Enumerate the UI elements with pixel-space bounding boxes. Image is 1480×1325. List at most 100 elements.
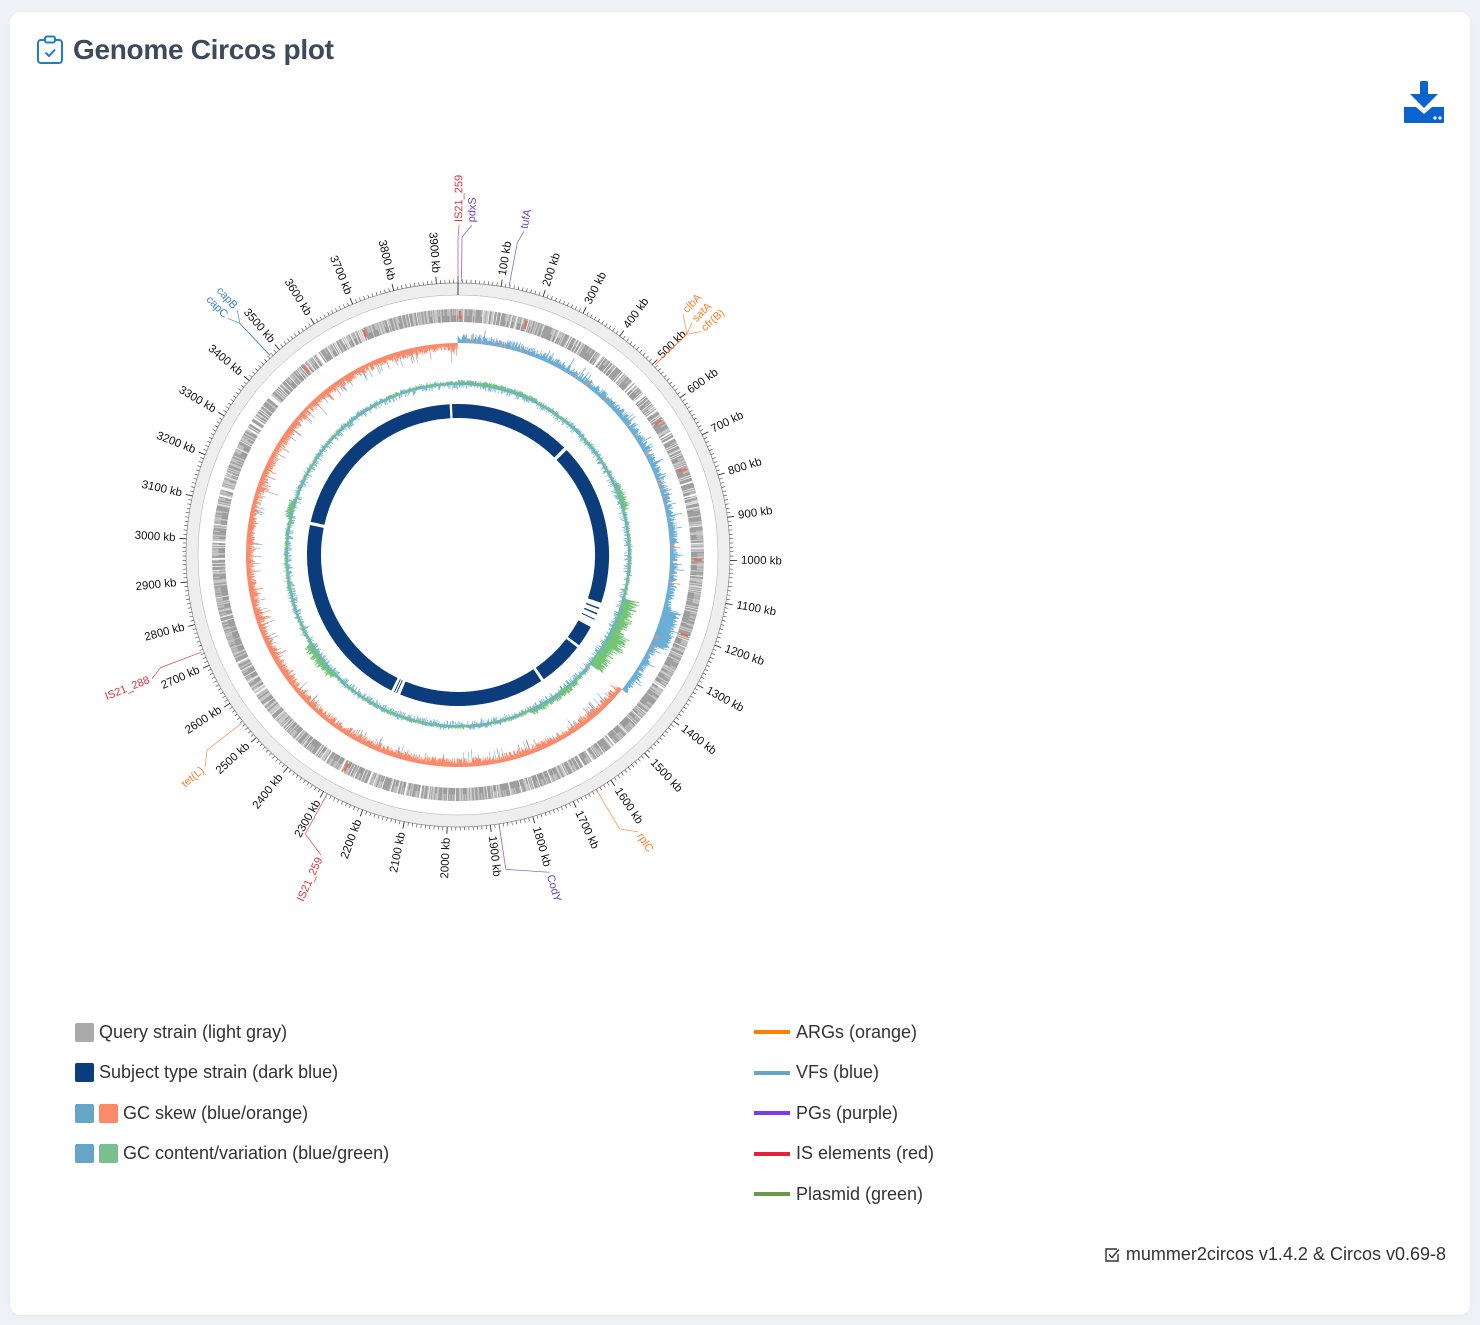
tick-label: 700 kb	[709, 409, 745, 435]
legend-item-gc-content: GC content/variation (blue/green)	[75, 1134, 389, 1175]
feature-connector	[151, 651, 202, 679]
swatch-query	[75, 1022, 94, 1042]
tick-label: 3100 kb	[140, 479, 183, 500]
feature-label: tufA	[519, 208, 535, 230]
legend-label: PGs (purple)	[796, 1102, 899, 1123]
subject-alignment-arc	[310, 404, 451, 525]
tick-label: 3000 kb	[134, 530, 176, 544]
swatch-gc-blue	[75, 1144, 94, 1164]
major-ticks	[179, 276, 737, 834]
legend-label: GC skew (blue/orange)	[123, 1102, 309, 1123]
tick-label: 1100 kb	[735, 599, 777, 618]
legend-item-args: ARGs (orange)	[754, 1012, 934, 1053]
tick-label: 1700 kb	[572, 809, 600, 851]
legend-item-vfs: VFs (blue)	[754, 1053, 934, 1094]
legend-item-query: Query strain (light gray)	[75, 1012, 389, 1053]
tick-label: 500 kb	[656, 328, 689, 361]
tick-label: 1900 kb	[486, 835, 503, 877]
tick-label: 3300 kb	[177, 384, 218, 415]
legend-label: Query strain (light gray)	[99, 1021, 288, 1042]
legend-label: VFs (blue)	[796, 1062, 880, 1083]
legend-item-pgs: PGs (purple)	[754, 1093, 934, 1134]
feature-label: tet(L)	[179, 764, 206, 790]
tick-label: 2900 kb	[135, 577, 177, 593]
feature-label: pdxS	[466, 197, 479, 223]
tick-label: 3400 kb	[206, 343, 245, 378]
gc-skew-negative	[245, 334, 681, 768]
version-footer: mummer2circos v1.4.2 & Circos v0.69-8	[1103, 1244, 1446, 1265]
feature-connector	[508, 231, 525, 286]
feature-label: CodY	[544, 873, 563, 903]
legend-item-gc-skew: GC skew (blue/orange)	[75, 1093, 389, 1134]
tick-label: 1600 kb	[612, 786, 645, 827]
tick-label: 1000 kb	[741, 555, 782, 568]
legend-label: Subject type strain (dark blue)	[99, 1062, 339, 1083]
tick-label: 2200 kb	[339, 818, 365, 861]
feature-label: IS21_288	[103, 674, 151, 703]
tick-label: 3600 kb	[282, 277, 314, 318]
legend-item-is: IS elements (red)	[754, 1134, 934, 1175]
gc-skew-spikes	[251, 353, 609, 762]
subject-alignment-arc	[307, 525, 398, 691]
tick-label: 200 kb	[541, 252, 563, 289]
page-title: Genome Circos plot	[73, 34, 334, 65]
tick-label: 600 kb	[685, 367, 720, 397]
tick-label: 2100 kb	[388, 831, 408, 874]
legend-item-plasmid: Plasmid (green)	[754, 1174, 934, 1215]
line-is	[754, 1151, 790, 1156]
tick-label: 2300 kb	[293, 798, 324, 840]
feature-connector	[227, 318, 271, 356]
line-vfs	[754, 1070, 790, 1075]
tick-label: 3700 kb	[327, 254, 354, 296]
tick-label: 1400 kb	[679, 723, 719, 757]
ideogram-inner-edge	[197, 294, 719, 816]
subject-alignment-arc	[583, 607, 598, 615]
feature-label: IS21_259	[295, 856, 325, 904]
tick-label: 400 kb	[621, 296, 651, 331]
swatch-gc-green	[99, 1144, 118, 1164]
tick-label: 3900 kb	[426, 232, 441, 274]
legend-tracks: Query strain (light gray) Subject type s…	[75, 1012, 389, 1174]
subject-alignment-arc	[400, 669, 542, 706]
subject-alignment-arc	[567, 620, 591, 646]
tick-label: 3200 kb	[155, 430, 197, 456]
feature-connector	[457, 224, 460, 281]
feature-label: IS21_259	[453, 175, 465, 222]
legend-label: ARGs (orange)	[796, 1021, 918, 1042]
tick-label: 2400 kb	[251, 772, 286, 811]
subject-alignment-arc	[535, 638, 578, 680]
feature-connector	[204, 722, 242, 768]
feature-connector	[596, 790, 638, 833]
tick-label: 3800 kb	[376, 239, 397, 282]
tick-label: 2600 kb	[183, 704, 224, 736]
clipboard-check-icon	[37, 35, 63, 64]
feature-connector	[654, 331, 701, 366]
gc-content	[283, 379, 634, 731]
legend-item-subject: Subject type strain (dark blue)	[75, 1053, 389, 1094]
feature-label: rplC	[634, 831, 655, 854]
tick-label: 2700 kb	[159, 664, 201, 692]
tick-label: 2000 kb	[439, 838, 453, 879]
circos-card: Genome Circos plot 100 kb 200 kb 300 kb 400…	[10, 12, 1470, 1315]
feature-connector	[461, 225, 473, 282]
download-button[interactable]	[1402, 80, 1446, 126]
query-feature-marks	[303, 311, 702, 772]
tick-label: 1500 kb	[648, 757, 685, 795]
ideogram-ring	[186, 283, 730, 827]
tick-label: 1800 kb	[530, 825, 553, 868]
minor-ticks	[182, 279, 734, 831]
feature-connector	[304, 795, 327, 856]
tick-label: 800 kb	[727, 456, 764, 478]
feature-connector	[498, 825, 549, 873]
legend-features: ARGs (orange) VFs (blue) PGs (purple) IS…	[754, 1012, 934, 1215]
tick-label: 300 kb	[583, 270, 610, 306]
gc-skew-positive	[457, 330, 685, 694]
swatch-subject	[75, 1063, 94, 1083]
line-args	[754, 1030, 790, 1035]
tick-label: 2500 kb	[214, 740, 252, 776]
line-pgs	[754, 1111, 790, 1116]
tick-label: 900 kb	[737, 505, 773, 522]
tick-label: 3500 kb	[241, 307, 277, 346]
card-header: Genome Circos plot	[36, 34, 334, 66]
